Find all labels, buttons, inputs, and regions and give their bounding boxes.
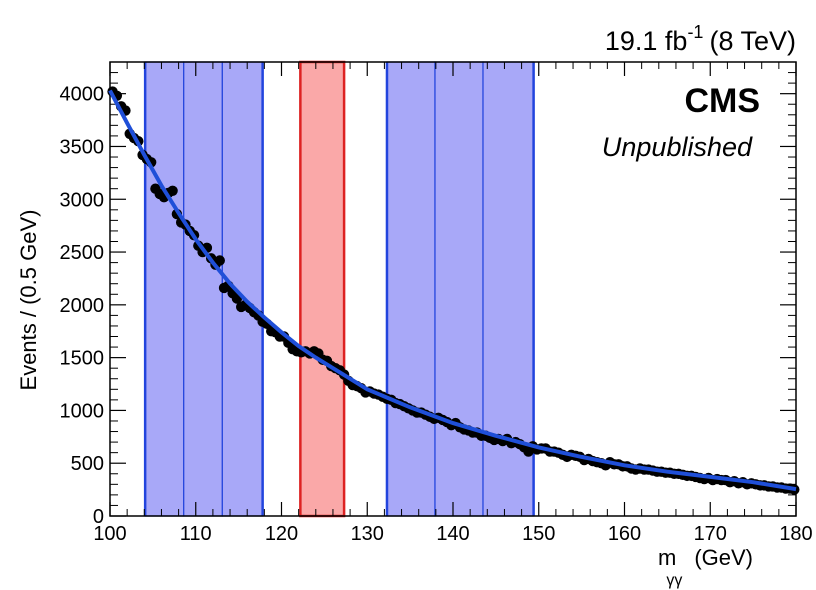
y-axis-title: Events / (0.5 GeV) <box>16 210 41 391</box>
y-tick-label: 3000 <box>60 189 105 211</box>
axis-ticks: 100 110 120 130 140 150 160 170 180 0 500 1000 1500 2… <box>60 62 813 545</box>
x-tick-label: 170 <box>694 523 727 545</box>
y-tick-label: 0 <box>93 506 104 528</box>
x-tick-label: 140 <box>436 523 469 545</box>
x-tick-label: 130 <box>351 523 384 545</box>
y-tick-label: 2500 <box>60 242 105 264</box>
x-tick-label: 100 <box>93 523 126 545</box>
sideband-region <box>434 61 484 517</box>
x-axis-title-subscript: γγ <box>666 572 682 589</box>
y-tick-label: 4000 <box>60 84 105 106</box>
x-tick-label: 110 <box>180 523 212 545</box>
x-tick-label: 180 <box>779 523 812 545</box>
signal-region <box>299 60 346 518</box>
data-point <box>167 185 178 197</box>
y-tick-label: 500 <box>71 453 104 475</box>
y-tick-label: 1500 <box>60 348 105 370</box>
fit-curve <box>108 89 797 492</box>
x-tick-label: 160 <box>608 523 641 545</box>
y-tick-label: 2000 <box>60 295 105 317</box>
sideband-region <box>183 61 223 517</box>
x-tick-label: 120 <box>265 523 298 545</box>
luminosity-superscript: -1 <box>687 22 703 42</box>
experiment-label: CMS <box>684 82 760 120</box>
energy-label: (8 TeV) <box>709 26 796 56</box>
highlight-regions <box>143 60 535 518</box>
luminosity-value: 19.1 fb <box>605 26 688 56</box>
sideband-region <box>386 61 436 517</box>
sideband-region <box>144 61 185 517</box>
data-point <box>214 255 225 266</box>
x-axis-title: m γγ (GeV) <box>658 545 753 589</box>
x-tick-label: 150 <box>522 523 555 545</box>
y-tick-label: 3500 <box>60 136 105 158</box>
status-label: Unpublished <box>602 132 753 162</box>
y-tick-label: 1000 <box>60 400 105 422</box>
luminosity-label: 19.1 fb-1 (8 TeV) <box>605 22 796 56</box>
x-axis-title-unit: (GeV) <box>694 545 753 570</box>
x-axis-title-main: m <box>658 545 676 570</box>
